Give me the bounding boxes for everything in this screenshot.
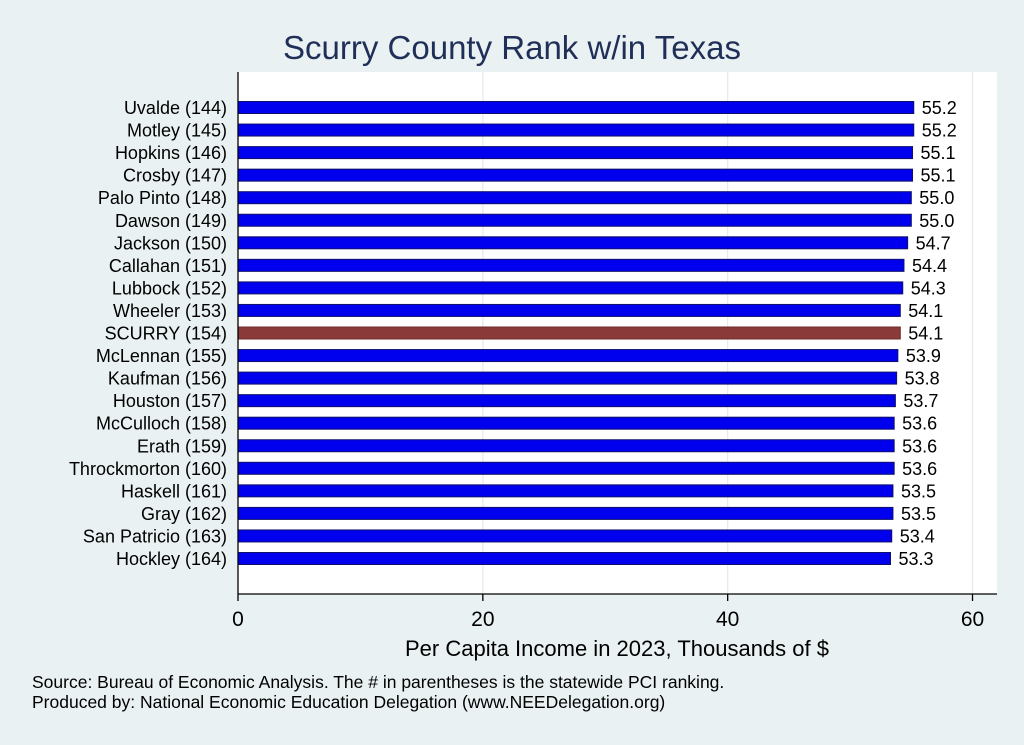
value-label: 53.6 — [902, 459, 937, 479]
category-label: Hockley (164) — [116, 549, 227, 569]
value-label: 54.1 — [908, 301, 943, 321]
category-label: Throckmorton (160) — [69, 459, 227, 479]
x-axis-title: Per Capita Income in 2023, Thousands of … — [405, 636, 829, 661]
x-tick-label: 60 — [961, 608, 984, 631]
category-label: Dawson (149) — [115, 211, 227, 231]
bar — [237, 281, 904, 295]
category-label: Uvalde (144) — [124, 98, 227, 118]
category-label: Crosby (147) — [123, 166, 227, 186]
value-label: 53.5 — [901, 504, 936, 524]
value-label: 54.3 — [911, 278, 946, 298]
value-label: 55.1 — [921, 143, 956, 163]
bar — [237, 349, 899, 363]
x-tick-label: 0 — [232, 608, 244, 631]
category-label: Gray (162) — [141, 504, 227, 524]
value-label: 55.2 — [922, 121, 957, 141]
value-label: 55.0 — [919, 188, 954, 208]
category-label: Callahan (151) — [109, 256, 227, 276]
value-label: 53.7 — [903, 391, 938, 411]
category-label: Motley (145) — [127, 121, 227, 141]
x-tick-label: 40 — [716, 608, 739, 631]
bar — [237, 236, 909, 250]
value-label: 55.0 — [919, 211, 954, 231]
value-label: 53.6 — [902, 414, 937, 434]
producer-note: Produced by: National Economic Education… — [32, 692, 666, 712]
bar — [237, 258, 905, 272]
category-label: Houston (157) — [113, 391, 227, 411]
bar — [237, 416, 895, 430]
category-label: Hopkins (146) — [115, 143, 227, 163]
category-label: McCulloch (158) — [96, 414, 227, 434]
value-label: 55.1 — [921, 166, 956, 186]
category-label: Lubbock (152) — [112, 278, 227, 298]
bar — [237, 439, 895, 453]
bar — [237, 371, 898, 385]
category-label: San Patricio (163) — [83, 526, 227, 546]
bar — [237, 213, 912, 227]
value-label: 54.4 — [912, 256, 947, 276]
category-label: Haskell (161) — [121, 481, 227, 501]
category-label: Jackson (150) — [114, 233, 227, 253]
bar — [237, 552, 891, 565]
value-label: 55.2 — [922, 98, 957, 118]
axes: 0 20 40 60 — [232, 72, 997, 631]
bar — [237, 529, 893, 543]
category-label: Palo Pinto (148) — [98, 188, 227, 208]
bar — [237, 168, 914, 182]
category-label: Kaufman (156) — [108, 369, 227, 389]
category-label: SCURRY (154) — [105, 324, 227, 344]
bar — [237, 191, 912, 205]
value-label: 54.7 — [916, 233, 951, 253]
bar — [237, 484, 894, 498]
bar — [237, 303, 901, 317]
category-label: Wheeler (153) — [113, 301, 227, 321]
value-label: 54.1 — [908, 324, 943, 344]
bar — [237, 461, 895, 475]
value-label: 53.9 — [906, 346, 941, 366]
category-label: Erath (159) — [137, 436, 227, 456]
source-note: Source: Bureau of Economic Analysis. The… — [32, 672, 725, 692]
bar — [237, 101, 915, 114]
x-tick-label: 20 — [471, 608, 494, 631]
bar — [237, 123, 915, 137]
bar — [237, 146, 914, 160]
category-label: McLennan (155) — [96, 346, 227, 366]
value-label: 53.8 — [905, 369, 940, 389]
bar — [237, 394, 896, 408]
bars: Uvalde (144) 55.2 Motley (145) 55.2 Hopkins … — [69, 98, 957, 569]
bar — [237, 506, 894, 520]
value-label: 53.3 — [898, 549, 933, 569]
value-label: 53.6 — [902, 436, 937, 456]
bar-highlighted — [237, 326, 901, 340]
value-label: 53.4 — [900, 526, 935, 546]
value-label: 53.5 — [901, 481, 936, 501]
chart-title: Scurry County Rank w/in Texas — [283, 29, 741, 66]
